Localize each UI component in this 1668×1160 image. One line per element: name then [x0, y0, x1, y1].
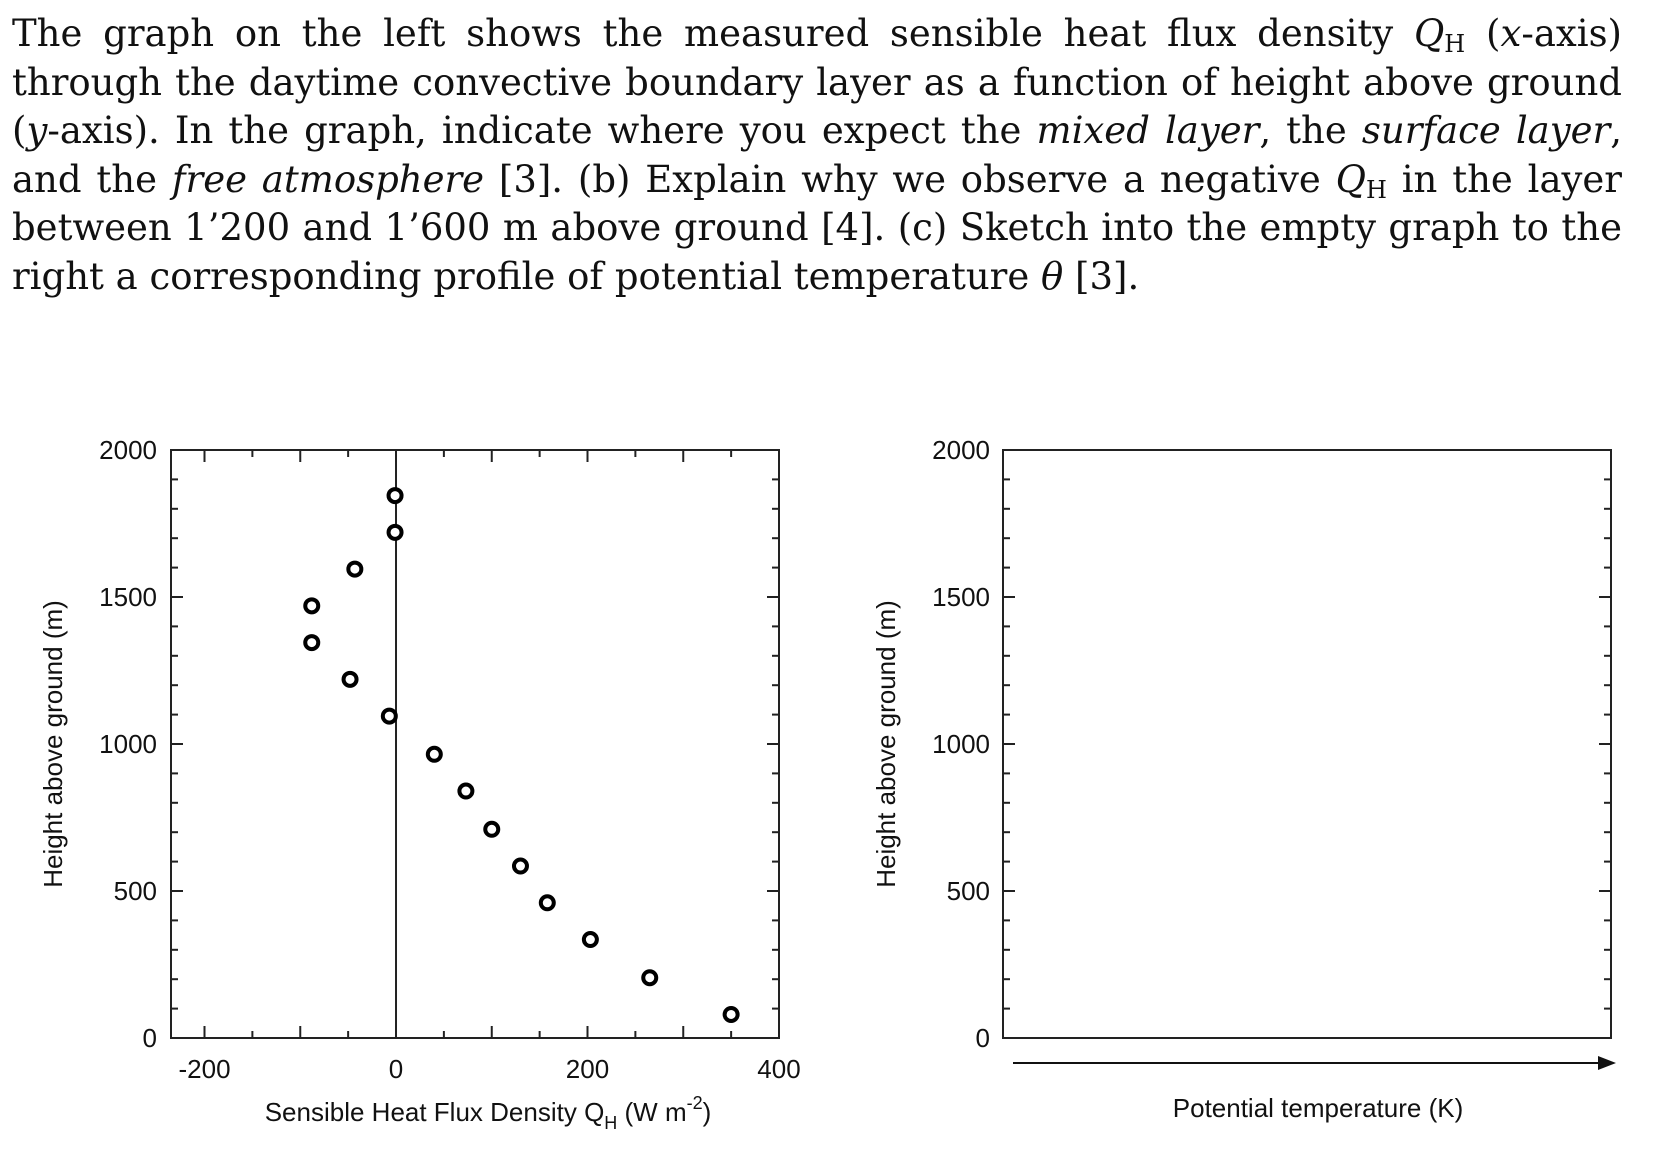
data-point: [341, 670, 359, 688]
data-point: [641, 969, 659, 987]
heat-flux-xlabel: Sensible Heat Flux Density QH (W m-2): [265, 1093, 712, 1133]
x-tick-label: 200: [566, 1054, 609, 1084]
potential-temperature-chart: 0 500 1000 1500 2000 Height above ground (m)…: [871, 435, 1616, 1123]
y-tick-label: 500: [114, 876, 157, 906]
data-point: [483, 820, 501, 838]
y-tick-label: 1500: [99, 582, 157, 612]
potential-temperature-ytick-labels: 0 500 1000 1500 2000: [932, 435, 990, 1053]
potential-temperature-plot-frame: [1002, 449, 1612, 1039]
data-point: [581, 931, 599, 949]
data-point: [303, 634, 321, 652]
potential-temperature-xlabel: Potential temperature (K): [1173, 1093, 1463, 1123]
x-tick-label: -200: [178, 1054, 230, 1084]
data-point: [457, 782, 475, 800]
data-point: [722, 1005, 740, 1023]
data-point: [386, 487, 404, 505]
potential-temperature-ylabel: Height above ground (m): [871, 600, 901, 888]
y-tick-label: 500: [947, 876, 990, 906]
heat-flux-xtick-labels: -200 0 200 400: [178, 1054, 800, 1084]
heat-flux-chart: 0 500 1000 1500 2000 -200 0 200 400 Height abov…: [38, 435, 801, 1133]
y-tick-label: 2000: [99, 435, 157, 465]
data-point: [386, 523, 404, 541]
data-point: [303, 597, 321, 615]
y-tick-label: 0: [976, 1023, 990, 1053]
y-tick-label: 1000: [99, 729, 157, 759]
data-point: [425, 745, 443, 763]
heat-flux-ticks: [171, 449, 780, 1039]
heat-flux-ylabel: Height above ground (m): [38, 600, 68, 888]
y-tick-label: 2000: [932, 435, 990, 465]
potential-temperature-ticks: [1003, 449, 1611, 1039]
data-point: [511, 857, 529, 875]
heat-flux-plot-frame: [170, 449, 780, 1039]
temperature-axis-arrowhead: [1598, 1056, 1616, 1070]
x-tick-label: 0: [389, 1054, 403, 1084]
heat-flux-points: [303, 487, 740, 1023]
x-tick-label: 400: [757, 1054, 800, 1084]
question-text: The graph on the left shows the measured…: [12, 12, 1622, 298]
y-tick-label: 1500: [932, 582, 990, 612]
y-tick-label: 1000: [932, 729, 990, 759]
data-point: [538, 894, 556, 912]
heat-flux-ytick-labels: 0 500 1000 1500 2000: [99, 435, 157, 1053]
data-point: [346, 560, 364, 578]
y-tick-label: 0: [143, 1023, 157, 1053]
data-point: [380, 707, 398, 725]
